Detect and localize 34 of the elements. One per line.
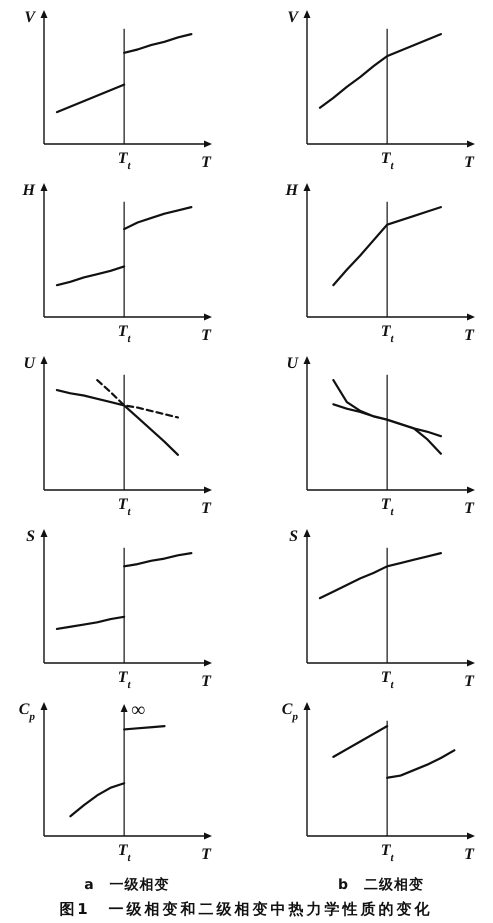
x-axis-title: T: [464, 327, 476, 344]
text: T$_{t}$: [380, 842, 394, 864]
text: T$_{t}$: [380, 323, 394, 345]
x-axis-title: T: [464, 500, 476, 517]
x-axis-title: T: [201, 846, 212, 863]
y-axis-title: U: [286, 355, 300, 372]
text: a 一级相变: [84, 876, 170, 893]
y-axis-title: V: [287, 9, 300, 26]
y-axis-title: C$_{p}$: [18, 701, 36, 723]
text: T$_{t}$: [118, 669, 132, 691]
y-axis-title: U: [23, 355, 36, 372]
text: b 二级相变: [338, 876, 424, 893]
text: 图1 一级相变和二级相变中热力学性质的变化: [59, 900, 433, 918]
x-axis-title: T: [464, 673, 476, 690]
text: T$_{t}$: [380, 150, 394, 172]
text: T$_{t}$: [380, 669, 394, 691]
text: ∞: [131, 699, 146, 721]
text: T$_{t}$: [118, 323, 132, 345]
x-axis-title: T: [201, 154, 212, 171]
y-axis-title: C$_{p}$: [282, 701, 298, 723]
x-axis-title: T: [201, 500, 212, 517]
y-axis-title: H: [22, 182, 36, 199]
text: T$_{t}$: [118, 150, 132, 172]
y-axis-title: V: [24, 9, 36, 26]
x-axis-title: T: [201, 673, 212, 690]
x-axis-title: T: [464, 154, 476, 171]
y-axis-title: S: [289, 528, 298, 545]
x-axis-title: T: [464, 846, 476, 863]
text: T$_{t}$: [118, 842, 132, 864]
text: T$_{t}$: [380, 496, 394, 518]
y-axis-title: H: [284, 182, 299, 199]
x-axis-title: T: [201, 327, 212, 344]
text: T$_{t}$: [118, 496, 132, 518]
y-axis-title: S: [26, 528, 36, 545]
